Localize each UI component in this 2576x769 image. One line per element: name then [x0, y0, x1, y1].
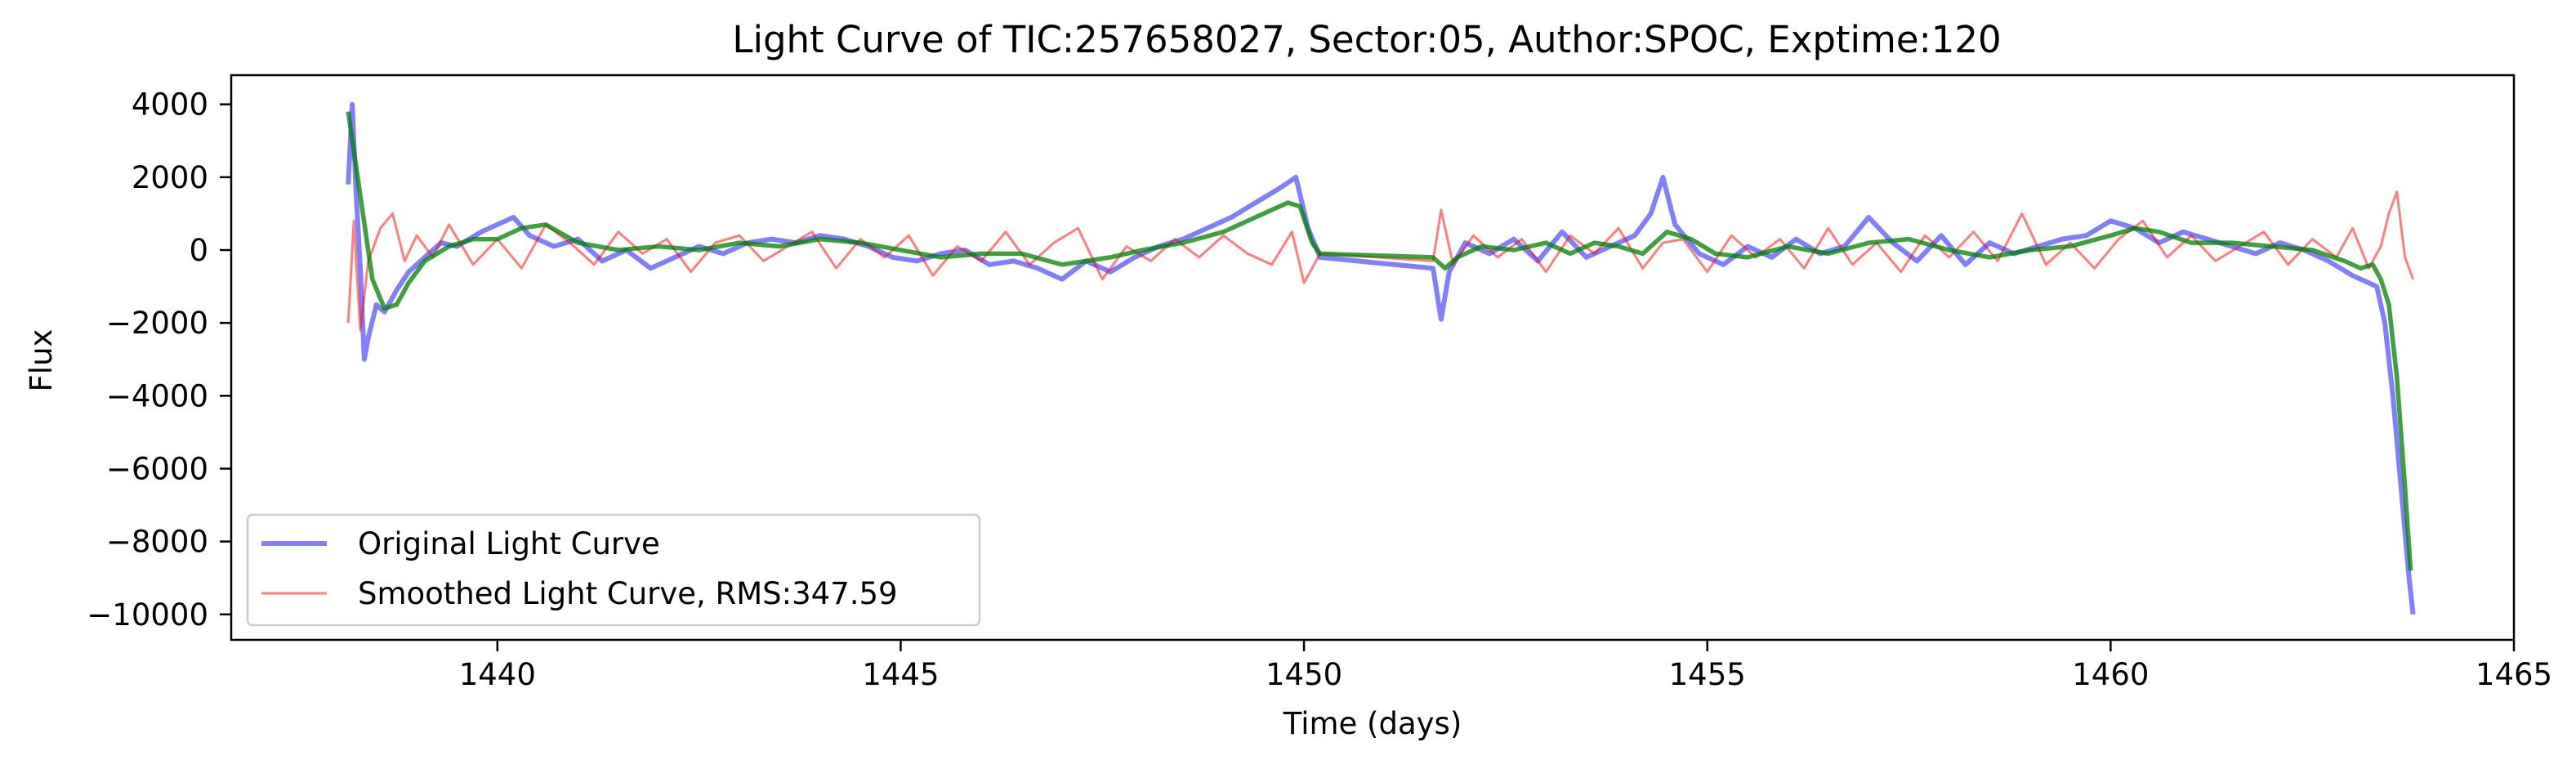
y-tick-label: 4000	[132, 87, 208, 123]
legend-label-smoothed: Smoothed Light Curve, RMS:347.59	[358, 576, 898, 611]
series-trend-line	[346, 111, 2413, 571]
legend-label-original: Original Light Curve	[358, 526, 660, 561]
x-axis-label: Time (days)	[1283, 706, 1462, 741]
x-tick-label: 1440	[459, 657, 536, 692]
legend-box	[246, 513, 981, 627]
chart-title: Light Curve of TIC:257658027, Sector:05,…	[732, 18, 2001, 61]
series-layer	[346, 101, 2416, 615]
y-tick-label: −2000	[106, 306, 208, 341]
y-axis-ticks: 4000 2000 0 −2000 −4000 −6000 −8000 −10000	[87, 87, 231, 633]
x-tick-label: 1455	[1669, 657, 1746, 692]
y-tick-label: 0	[189, 233, 208, 268]
y-tick-label: −4000	[106, 378, 208, 414]
legend: Original Light Curve Smoothed Light Curv…	[246, 513, 981, 627]
x-tick-label: 1445	[862, 657, 939, 692]
x-tick-label: 1460	[2072, 657, 2149, 692]
y-tick-label: −10000	[87, 597, 208, 633]
x-tick-label: 1465	[2476, 657, 2552, 692]
plot-area-frame	[230, 74, 2516, 642]
y-tick-label: −8000	[106, 525, 208, 560]
y-axis-label: Flux	[24, 329, 59, 392]
y-tick-label: −6000	[106, 451, 208, 486]
y-tick-label: 2000	[132, 160, 208, 195]
x-tick-label: 1450	[1266, 657, 1342, 692]
x-axis-ticks: 1440 1445 1450 1455 1460 1465	[459, 640, 2552, 692]
